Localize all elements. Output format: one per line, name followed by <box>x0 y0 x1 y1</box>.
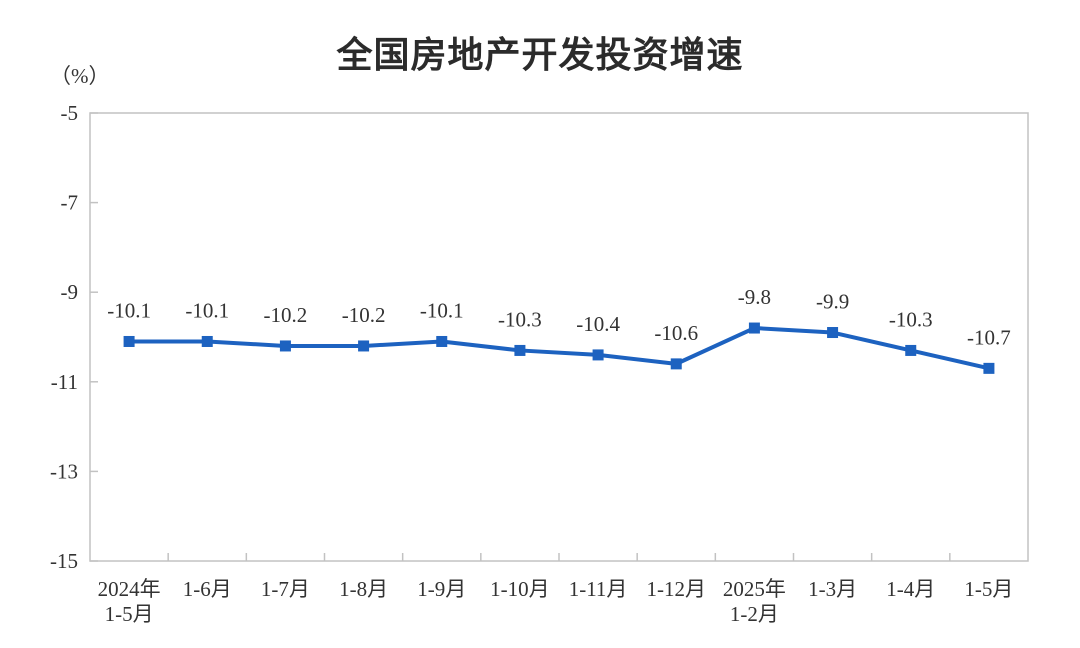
data-point-marker <box>514 344 526 356</box>
x-axis-tick-label: 1-5月 <box>105 602 154 626</box>
data-point-label: -9.9 <box>816 290 849 314</box>
x-axis-tick-label: 1-12月 <box>647 577 707 601</box>
data-point-label: -10.1 <box>420 298 464 322</box>
data-point-marker <box>592 349 604 361</box>
x-axis-tick-label: 1-8月 <box>339 577 388 601</box>
y-axis-tick-label: -7 <box>61 191 79 215</box>
x-axis-tick-label: 1-4月 <box>886 577 935 601</box>
data-point-marker <box>436 335 448 347</box>
data-point-label: -10.2 <box>342 303 386 327</box>
data-point-label: -10.1 <box>185 298 229 322</box>
data-point-marker <box>748 322 760 334</box>
x-axis-tick-label: 1-3月 <box>808 577 857 601</box>
data-point-label: -10.7 <box>967 325 1011 349</box>
data-point-marker <box>358 340 370 352</box>
y-axis-tick-label: -5 <box>61 101 79 125</box>
data-point-marker <box>670 358 682 370</box>
data-point-marker <box>123 335 135 347</box>
data-point-label: -10.3 <box>498 307 542 331</box>
data-line <box>127 326 991 371</box>
data-point-label: -10.6 <box>654 321 698 345</box>
y-axis-tick-label: -11 <box>51 370 78 394</box>
data-point-marker <box>201 335 213 347</box>
chart-title: 全国房地产开发投资增速 <box>336 34 744 75</box>
y-axis-tick-label: -15 <box>50 549 78 573</box>
data-point-marker <box>827 327 839 339</box>
data-point-marker <box>983 362 995 374</box>
data-point-marker <box>279 340 291 352</box>
data-point-label: -10.2 <box>264 303 308 327</box>
x-axis-tick-label: 1-10月 <box>490 577 550 601</box>
data-point-label: -10.4 <box>576 312 620 336</box>
x-axis-tick-label: 1-9月 <box>417 577 466 601</box>
y-axis-tick-label: -13 <box>50 459 78 483</box>
y-axis-tick-label: -9 <box>61 280 79 304</box>
data-point-label: -10.3 <box>889 307 933 331</box>
x-axis-tick-label: 2024年 <box>98 577 161 601</box>
data-point-marker <box>905 344 917 356</box>
x-axis-tick-label: 1-7月 <box>261 577 310 601</box>
x-axis-tick-label: 2025年 <box>723 577 786 601</box>
y-axis-unit-label: （%） <box>50 64 110 88</box>
x-axis-tick-label: 1-5月 <box>964 577 1013 601</box>
plot-border <box>89 112 1029 562</box>
data-point-label: -10.1 <box>107 298 151 322</box>
data-point-label: -9.8 <box>738 285 771 309</box>
x-axis-tick-label: 1-2月 <box>730 602 779 626</box>
x-axis-tick-label: 1-11月 <box>569 577 628 601</box>
x-axis-tick-label: 1-6月 <box>183 577 232 601</box>
